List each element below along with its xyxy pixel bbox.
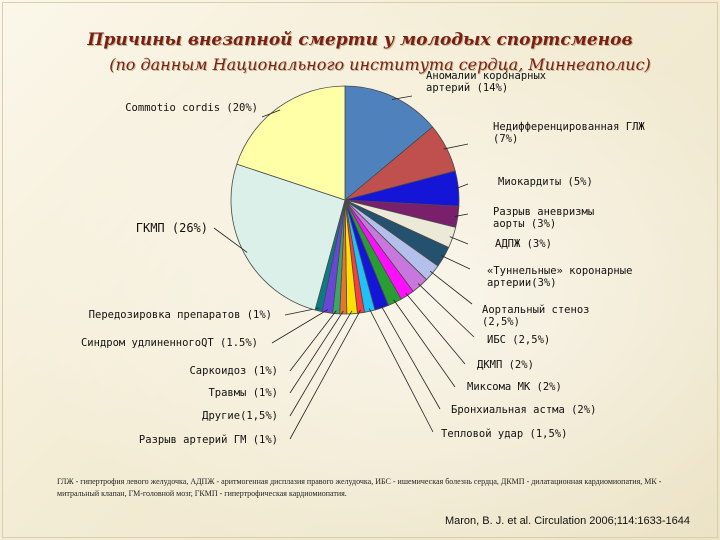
leader-line [289, 310, 353, 417]
leader-line [380, 304, 441, 410]
leader-line [213, 227, 248, 253]
leader-line [454, 213, 469, 217]
leader-line [289, 310, 337, 372]
leader-line [405, 292, 466, 365]
leader-line [289, 310, 344, 394]
slice-label: Травмы (1%) [208, 387, 278, 399]
leader-line [368, 308, 434, 433]
pie-slice [344, 85, 434, 201]
slice-label: Недифференцированная ГЛЖ (7%) [493, 121, 645, 145]
leader-line [393, 299, 456, 388]
slice-label: Миокардиты (5%) [498, 176, 593, 188]
leader-line [429, 270, 473, 305]
leader-line [455, 183, 469, 190]
slice-label: Синдром удлиненногоQT (1.5%) [81, 337, 258, 349]
chart-title: Причины внезапной смерти у молодых спорт… [87, 30, 633, 50]
slice-label: Аортальный стеноз (2,5%) [482, 304, 589, 328]
slice-label: ДКМП (2%) [477, 359, 534, 371]
slice-label: ИБС (2,5%) [487, 334, 550, 346]
slice-label: Разрыв артерий ГМ (1%) [139, 434, 278, 446]
source-citation: Maron, B. J. et al. Circulation 2006;114… [444, 515, 690, 527]
slice-label: Commotio cordis (20%) [125, 102, 258, 114]
leader-line [417, 283, 475, 338]
slice-label: Разрыв аневризмы аорты (3%) [493, 206, 594, 230]
pie-slice [236, 85, 346, 201]
footnote: ГЛЖ - гипертрофия левого желудочка, АДПЖ… [57, 477, 662, 498]
leader-line [289, 309, 361, 440]
slice-label: Передозировка препаратов (1%) [89, 309, 272, 321]
leader-line [271, 309, 328, 344]
slice-label: АДПЖ (3%) [495, 238, 552, 250]
leader-line [391, 95, 413, 100]
pie-slice [230, 163, 346, 311]
chart-subtitle: (по данным Национального института сердц… [109, 55, 651, 74]
slice-label: Саркоидоз (1%) [189, 365, 278, 377]
leader-line [443, 143, 469, 150]
leader-line [261, 109, 281, 118]
slice-label: Миксома МК (2%) [467, 381, 562, 393]
slice-label: Бронхиальная астма (2%) [451, 404, 596, 416]
slice-label: ГКМП (26%) [136, 221, 208, 235]
slice-label: Тепловой удар (1,5%) [441, 428, 567, 440]
slice-label: Аномалии коронарных артерий (14%) [426, 70, 546, 94]
slice-label: Другие(1,5%) [202, 410, 278, 422]
slice-label: «Туннельные» коронарные артерии(3%) [487, 265, 632, 289]
leader-line [440, 255, 471, 270]
leader-line [449, 236, 469, 245]
